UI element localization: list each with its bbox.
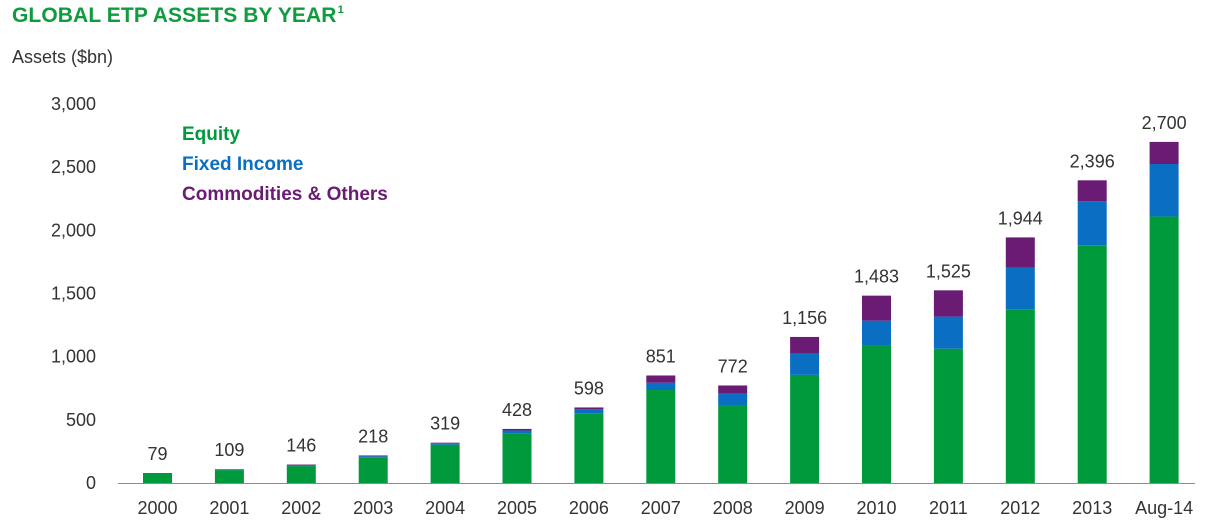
total-label: 598 xyxy=(574,378,604,398)
total-label: 772 xyxy=(718,356,748,376)
bar-segment-equity xyxy=(574,413,604,483)
bar-segment-fixed-income xyxy=(862,320,891,346)
bar-segment-fixed-income xyxy=(358,456,388,458)
bar-segment-equity xyxy=(143,473,172,483)
bar-segment-commodities-others xyxy=(1149,141,1179,165)
bar-segment-equity xyxy=(862,345,891,483)
bar-segment-equity xyxy=(214,470,244,483)
bar-segment-fixed-income xyxy=(646,382,676,391)
y-tick-label: 2,500 xyxy=(51,157,96,177)
total-label: 109 xyxy=(214,440,244,460)
legend-entry: Commodities & Others xyxy=(182,184,388,205)
x-tick-label: 2005 xyxy=(497,498,537,518)
x-tick-label: 2010 xyxy=(856,498,896,518)
bar-segment-fixed-income xyxy=(1077,201,1107,246)
bar-segment-commodities-others xyxy=(430,442,460,444)
total-label: 1,525 xyxy=(926,261,971,281)
x-tick-label: 2013 xyxy=(1072,498,1112,518)
y-tick-label: 2,000 xyxy=(51,220,96,240)
bar-segment-fixed-income xyxy=(286,465,316,467)
x-tick-label: 2007 xyxy=(641,498,681,518)
x-tick-label: Aug-14 xyxy=(1135,498,1193,518)
y-tick-label: 1,500 xyxy=(51,284,96,304)
bar-segment-commodities-others xyxy=(1005,237,1035,268)
bar-segment-equity xyxy=(1077,245,1107,483)
x-tick-label: 2002 xyxy=(281,498,321,518)
bar-segment-equity xyxy=(358,457,388,483)
bar-segment-equity xyxy=(933,348,963,483)
bar-segment-fixed-income xyxy=(502,430,532,434)
total-label: 319 xyxy=(430,414,460,434)
bar-segment-commodities-others xyxy=(1077,180,1107,202)
legend-entry: Fixed Income xyxy=(182,154,303,175)
total-label: 428 xyxy=(502,400,532,420)
chart-title-text: GLOBAL ETP ASSETS BY YEAR xyxy=(12,4,337,27)
bar-segment-equity xyxy=(1149,216,1179,484)
bar-segment-equity xyxy=(718,405,748,483)
y-axis-label: Assets ($bn) xyxy=(12,47,114,67)
bar-segment-fixed-income xyxy=(718,393,748,406)
bar-segment-commodities-others xyxy=(790,336,820,354)
legend-entry: Equity xyxy=(182,124,240,145)
x-tick-label: 2000 xyxy=(137,498,177,518)
y-tick-label: 3,000 xyxy=(51,94,96,114)
bar-segment-commodities-others xyxy=(358,455,388,457)
title-footnote: 1 xyxy=(337,4,344,16)
bar-segment-commodities-others xyxy=(862,295,891,321)
x-tick-label: 2012 xyxy=(1000,498,1040,518)
bar-segment-equity xyxy=(1005,309,1035,483)
total-label: 1,483 xyxy=(854,267,899,287)
y-tick-label: 500 xyxy=(66,410,96,430)
bar-segment-fixed-income xyxy=(1005,267,1035,310)
total-label: 2,700 xyxy=(1142,113,1187,133)
y-tick-label: 0 xyxy=(86,473,96,493)
chart-title: GLOBAL ETP ASSETS BY YEAR1 xyxy=(12,4,344,28)
total-label: 1,944 xyxy=(998,208,1043,228)
y-tick-label: 1,000 xyxy=(51,347,96,367)
bar-segment-equity xyxy=(502,433,532,483)
bar-segment-commodities-others xyxy=(718,385,748,394)
bar-segment-equity xyxy=(286,466,316,483)
total-label: 1,156 xyxy=(782,308,827,328)
bar-segment-fixed-income xyxy=(790,353,820,375)
bar-segment-commodities-others xyxy=(143,473,172,474)
x-tick-label: 2009 xyxy=(785,498,825,518)
bar-segment-commodities-others xyxy=(646,375,676,383)
total-label: 218 xyxy=(358,426,388,446)
bar-segment-commodities-others xyxy=(214,469,244,470)
x-tick-label: 2011 xyxy=(929,498,968,518)
bar-segment-equity xyxy=(430,444,460,483)
total-label: 851 xyxy=(646,346,676,366)
bar-segment-fixed-income xyxy=(933,316,963,349)
bar-segment-commodities-others xyxy=(574,407,604,410)
bar-segment-equity xyxy=(646,390,676,483)
bar-segment-equity xyxy=(790,374,820,483)
bar-segment-fixed-income xyxy=(430,443,460,445)
bar-segment-fixed-income xyxy=(574,409,604,414)
total-label: 2,396 xyxy=(1070,151,1115,171)
bar-segment-commodities-others xyxy=(933,290,963,317)
x-tick-label: 2008 xyxy=(713,498,753,518)
x-tick-label: 2004 xyxy=(425,498,465,518)
bar-segment-fixed-income xyxy=(1149,164,1179,217)
bar-segment-commodities-others xyxy=(286,464,316,466)
x-tick-label: 2006 xyxy=(569,498,609,518)
bar-segment-commodities-others xyxy=(502,428,532,431)
x-tick-label: 2003 xyxy=(353,498,393,518)
total-label: 79 xyxy=(147,444,167,464)
total-label: 146 xyxy=(286,436,316,456)
x-tick-label: 2001 xyxy=(209,498,249,518)
